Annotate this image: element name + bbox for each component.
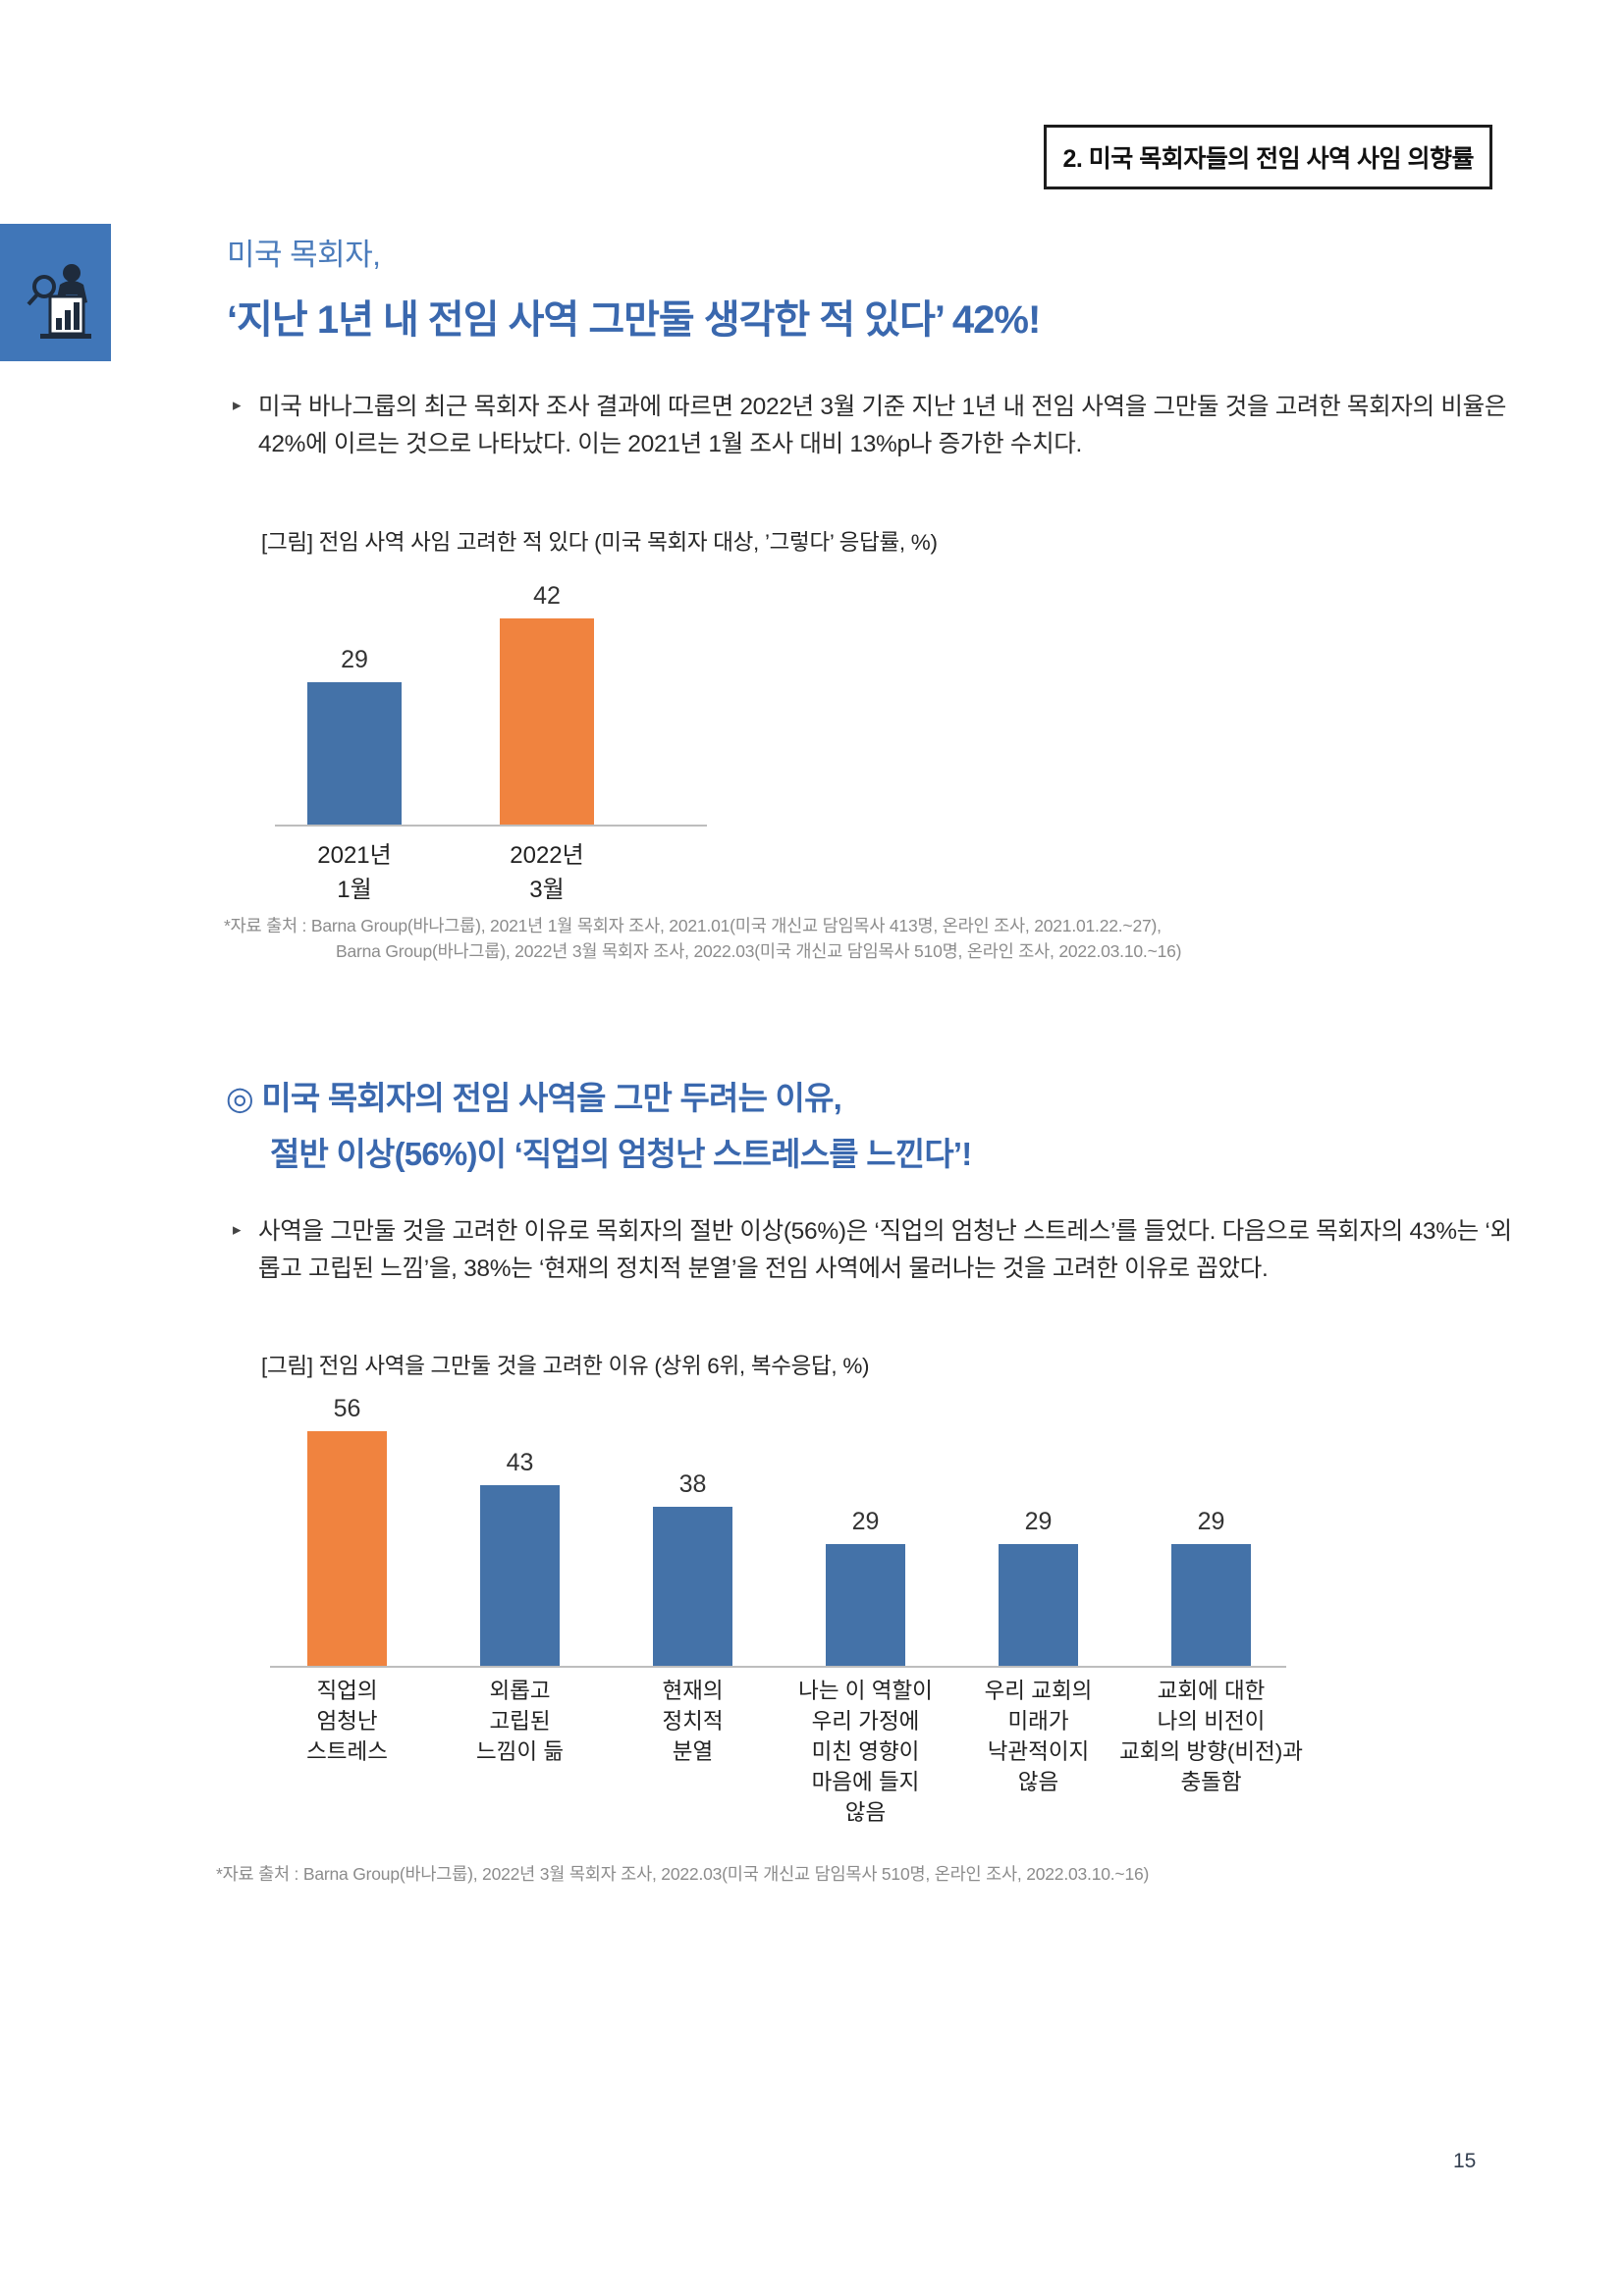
bar-1 xyxy=(500,618,594,825)
bar-value-label: 29 xyxy=(1197,1508,1225,1535)
intro-paragraph: ▸ 미국 바나그룹의 최근 목회자 조사 결과에 따르면 2022년 3월 기준… xyxy=(233,389,1517,463)
chart-quit-consideration-trend: 29 2021년 1월 42 2022년 3월 xyxy=(275,569,707,903)
section2-heading-line1: ◎ 미국 목회자의 전임 사역을 그만 두려는 이유, xyxy=(226,1080,842,1116)
section2-heading-line2: 절반 이상(56%)이 ‘직업의 엄청난 스트레스를 느낀다’! xyxy=(270,1136,972,1172)
chart-quit-reasons: 56 직업의 엄청난 스트레스 43 외롭고 고립된 느낌이 듦 38 현재의 정치적 분… xyxy=(270,1394,1303,1825)
chart1-plot-area: 29 2021년 1월 42 2022년 3월 xyxy=(275,569,707,903)
article-title: 미국 목회자, ‘지난 1년 내 전임 사역 그만둘 생각한 적 있다’ 42%… xyxy=(227,230,1041,345)
article-title-main: ‘지난 1년 내 전임 사역 그만둘 생각한 적 있다’ 42%! xyxy=(227,298,1041,342)
bar-category-label: 외롭고 고립된 느낌이 듦 xyxy=(475,1679,565,1764)
chart2-plot-area: 56 직업의 엄청난 스트레스 43 외롭고 고립된 느낌이 듦 38 현재의 정치적 분… xyxy=(270,1394,1303,1825)
section-badge: 2. 미국 목회자들의 전임 사역 사임 의향률 xyxy=(1044,125,1492,189)
bar-0 xyxy=(307,1431,387,1666)
bar-value-label: 42 xyxy=(533,582,561,610)
bar-category-label: 현재의 정치적 분열 xyxy=(662,1679,724,1764)
bar-value-label: 38 xyxy=(678,1470,707,1498)
bar-value-label: 29 xyxy=(851,1508,880,1535)
triangle-bullet-icon: ▸ xyxy=(233,396,242,414)
section2-paragraph: ▸ 사역을 그만둘 것을 고려한 이유로 목회자의 절반 이상(56%)은 ‘직… xyxy=(233,1213,1517,1288)
triangle-bullet-icon: ▸ xyxy=(233,1220,242,1239)
bar-category-label: 우리 교회의 미래가 낙관적이지 않음 xyxy=(984,1679,1093,1794)
chart1-source-line1: *자료 출처 : Barna Group(바나그룹), 2021년 1월 목회자… xyxy=(224,916,1162,935)
bar-4 xyxy=(999,1544,1078,1666)
section2-heading: ◎ 미국 목회자의 전임 사역을 그만 두려는 이유, 절반 이상(56%)이 … xyxy=(226,1070,972,1182)
bar-1 xyxy=(480,1485,560,1666)
bar-category-label: 교회에 대한 나의 비전이 교회의 방향(비전)과 충돌함 xyxy=(1119,1679,1303,1794)
bar-category-label: 직업의 엄청난 스트레스 xyxy=(306,1679,388,1764)
chart1-source: *자료 출처 : Barna Group(바나그룹), 2021년 1월 목회자… xyxy=(224,913,1181,964)
bar-value-label: 43 xyxy=(506,1449,534,1476)
bar-category-label: 2022년 3월 xyxy=(510,842,584,903)
chart1-caption: [그림] 전임 사역 사임 고려한 적 있다 (미국 목회자 대상, ’그렇다’… xyxy=(261,530,938,555)
page-number: 15 xyxy=(1453,2150,1477,2172)
section2-paragraph-text: 사역을 그만둘 것을 고려한 이유로 목회자의 절반 이상(56%)은 ‘직업의… xyxy=(258,1218,1512,1282)
article-title-sub: 미국 목회자, xyxy=(227,238,381,272)
chart1-source-line2: Barna Group(바나그룹), 2022년 3월 목회자 조사, 2022… xyxy=(336,941,1182,961)
bar-3 xyxy=(826,1544,905,1666)
bar-value-label: 29 xyxy=(341,646,368,673)
bar-category-label: 2021년 1월 xyxy=(317,842,392,903)
chart2-source: *자료 출처 : Barna Group(바나그룹), 2022년 3월 목회자… xyxy=(216,1864,1150,1884)
person-with-chart-icon xyxy=(27,264,91,339)
bar-value-label: 29 xyxy=(1024,1508,1053,1535)
bar-value-label: 56 xyxy=(333,1395,361,1422)
intro-paragraph-text: 미국 바나그룹의 최근 목회자 조사 결과에 따르면 2022년 3월 기준 지… xyxy=(258,394,1507,457)
bar-category-label: 나는 이 역할이 우리 가정에 미친 영향이 마음에 들지 않음 xyxy=(798,1679,933,1825)
bar-2 xyxy=(653,1507,732,1666)
analytics-icon xyxy=(0,224,111,361)
chart2-caption: [그림] 전임 사역을 그만둘 것을 고려한 이유 (상위 6위, 복수응답, … xyxy=(261,1354,870,1378)
bar-0 xyxy=(307,682,402,825)
bar-5 xyxy=(1171,1544,1251,1666)
